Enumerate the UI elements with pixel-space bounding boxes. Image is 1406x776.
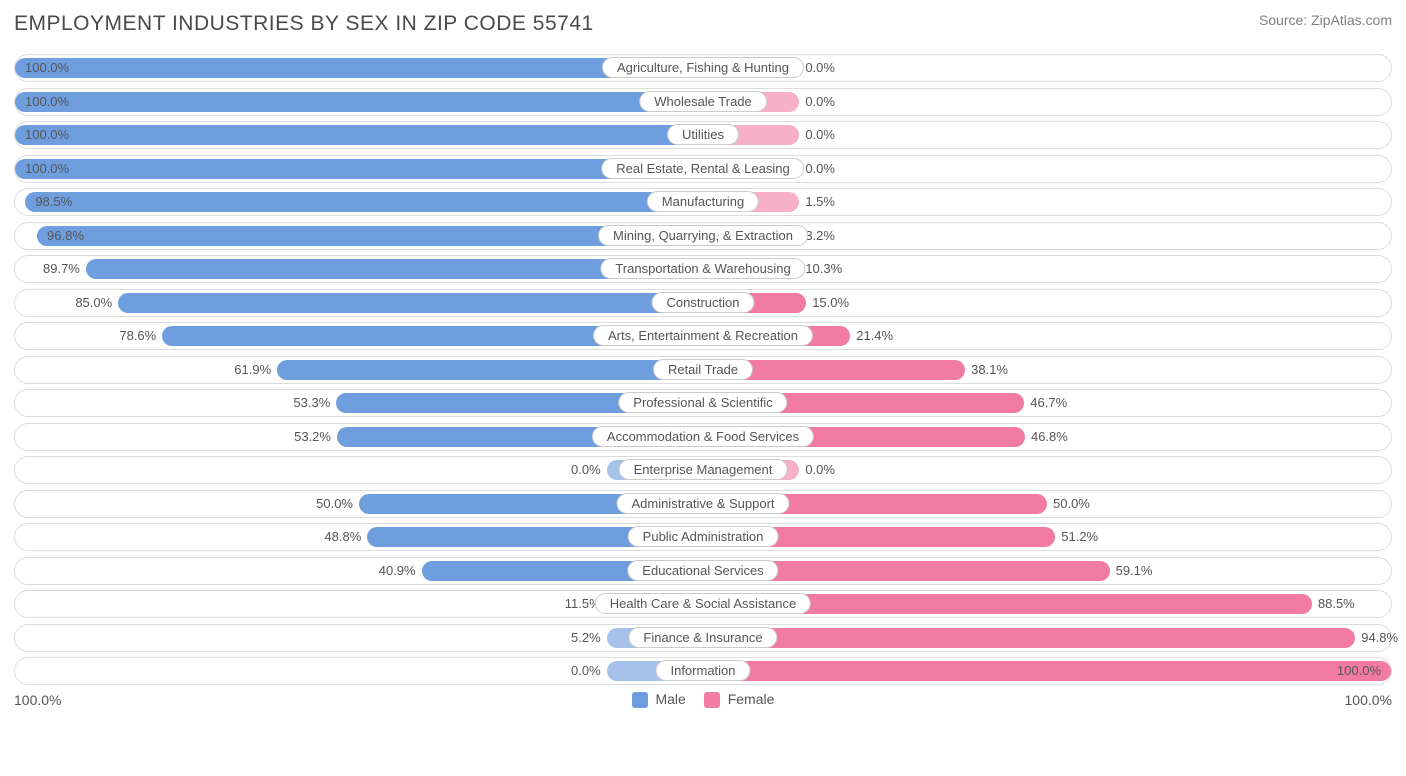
pct-female: 21.4% [856, 328, 893, 343]
axis-left-label: 100.0% [14, 692, 61, 708]
chart-row: Utilities 100.0% 0.0% [14, 121, 1392, 149]
row-label: Public Administration [628, 526, 779, 547]
bar-male [25, 192, 703, 212]
pct-female: 0.0% [805, 127, 835, 142]
chart-row: Educational Services 40.9% 59.1% [14, 557, 1392, 585]
chart-row: Health Care & Social Assistance11.5%88.5… [14, 590, 1392, 618]
pct-female: 46.7% [1030, 395, 1067, 410]
legend: Male Female [632, 691, 775, 708]
bar-male [15, 58, 703, 78]
pct-male: 100.0% [25, 94, 69, 109]
pct-male: 50.0% [316, 496, 353, 511]
source-attribution: Source: ZipAtlas.com [1259, 12, 1392, 28]
legend-swatch-male [632, 692, 648, 708]
pct-male: 89.7% [43, 261, 80, 276]
pct-male: 0.0% [571, 663, 601, 678]
pct-male: 5.2% [571, 630, 601, 645]
pct-male: 48.8% [324, 529, 361, 544]
chart-row: Mining, Quarrying, & Extraction 96.8% 3.2% [14, 222, 1392, 250]
row-label: Retail Trade [653, 359, 753, 380]
pct-male: 100.0% [25, 127, 69, 142]
pct-male: 40.9% [379, 563, 416, 578]
bar-male [15, 125, 703, 145]
row-label: Transportation & Warehousing [600, 258, 805, 279]
legend-item-male: Male [632, 691, 686, 708]
pct-male: 0.0% [571, 462, 601, 477]
chart-row: Information 0.0% 100.0% [14, 657, 1392, 685]
pct-female: 100.0% [1337, 663, 1381, 678]
bar-male [118, 293, 703, 313]
pct-male: 100.0% [25, 60, 69, 75]
row-label: Finance & Insurance [628, 627, 777, 648]
chart-row: Retail Trade 61.9% 38.1% [14, 356, 1392, 384]
pct-male: 53.3% [293, 395, 330, 410]
pct-male: 61.9% [234, 362, 271, 377]
pct-female: 0.0% [805, 94, 835, 109]
chart-row: Transportation & Warehousing 89.7% 10.3% [14, 255, 1392, 283]
chart-row: Arts, Entertainment & Recreation 78.6% 21.… [14, 322, 1392, 350]
bar-male [277, 360, 703, 380]
row-label: Educational Services [627, 560, 778, 581]
chart-row: Public Administration 48.8% 51.2% [14, 523, 1392, 551]
pct-female: 88.5% [1318, 596, 1355, 611]
bar-male [15, 159, 703, 179]
row-label: Arts, Entertainment & Recreation [593, 325, 813, 346]
pct-male: 98.5% [35, 194, 72, 209]
pct-female: 94.8% [1361, 630, 1398, 645]
pct-female: 51.2% [1061, 529, 1098, 544]
pct-male: 96.8% [47, 228, 84, 243]
pct-male: 53.2% [294, 429, 331, 444]
legend-label-female: Female [728, 691, 775, 707]
bar-female [703, 661, 1391, 681]
chart-footer: 100.0% Male Female 100.0% [14, 691, 1392, 708]
row-label: Professional & Scientific [618, 392, 787, 413]
pct-male: 100.0% [25, 161, 69, 176]
pct-male: 85.0% [75, 295, 112, 310]
row-label: Information [655, 660, 750, 681]
pct-female: 50.0% [1053, 496, 1090, 511]
legend-swatch-female [704, 692, 720, 708]
row-label: Accommodation & Food Services [592, 426, 814, 447]
chart-title: EMPLOYMENT INDUSTRIES BY SEX IN ZIP CODE… [14, 12, 594, 36]
pct-female: 10.3% [805, 261, 842, 276]
pct-female: 1.5% [805, 194, 835, 209]
chart-row: Professional & Scientific 53.3% 46.7% [14, 389, 1392, 417]
chart-row: Wholesale Trade 100.0% 0.0% [14, 88, 1392, 116]
row-label: Utilities [667, 124, 739, 145]
chart-row: Agriculture, Fishing & Hunting 100.0% 0.0% [14, 54, 1392, 82]
row-label: Wholesale Trade [639, 91, 767, 112]
chart-row: Accommodation & Food Services 53.2% 46.8% [14, 423, 1392, 451]
row-label: Mining, Quarrying, & Extraction [598, 225, 808, 246]
pct-female: 59.1% [1116, 563, 1153, 578]
pct-female: 15.0% [812, 295, 849, 310]
pct-female: 0.0% [805, 60, 835, 75]
row-label: Health Care & Social Assistance [595, 593, 811, 614]
pct-female: 38.1% [971, 362, 1008, 377]
bar-male [15, 92, 703, 112]
chart-row: Finance & Insurance5.2%94.8% [14, 624, 1392, 652]
pct-female: 3.2% [805, 228, 835, 243]
pct-female: 46.8% [1031, 429, 1068, 444]
row-label: Construction [652, 292, 755, 313]
chart-row: Manufacturing 98.5% 1.5% [14, 188, 1392, 216]
pct-female: 0.0% [805, 161, 835, 176]
axis-right-label: 100.0% [1345, 692, 1392, 708]
bar-female [703, 628, 1355, 648]
chart-row: Enterprise Management 0.0% 0.0% [14, 456, 1392, 484]
pct-male: 78.6% [119, 328, 156, 343]
header: EMPLOYMENT INDUSTRIES BY SEX IN ZIP CODE… [14, 12, 1392, 36]
legend-label-male: Male [655, 691, 685, 707]
legend-item-female: Female [704, 691, 775, 708]
diverging-bar-chart: Agriculture, Fishing & Hunting 100.0% 0.0%… [14, 54, 1392, 685]
row-label: Agriculture, Fishing & Hunting [602, 57, 804, 78]
row-label: Manufacturing [647, 191, 759, 212]
pct-female: 0.0% [805, 462, 835, 477]
chart-row: Construction 85.0% 15.0% [14, 289, 1392, 317]
chart-row: Real Estate, Rental & Leasing 100.0% 0.0% [14, 155, 1392, 183]
row-label: Administrative & Support [616, 493, 789, 514]
row-label: Enterprise Management [619, 459, 788, 480]
chart-row: Administrative & Support 50.0% 50.0% [14, 490, 1392, 518]
row-label: Real Estate, Rental & Leasing [601, 158, 804, 179]
